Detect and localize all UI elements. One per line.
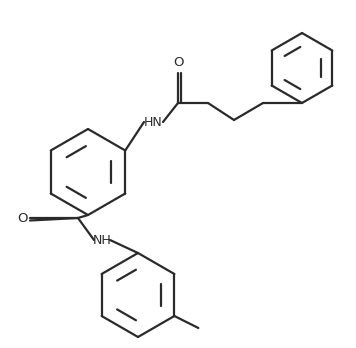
Text: O: O (17, 212, 27, 224)
Text: O: O (173, 56, 183, 70)
Text: NH: NH (93, 234, 111, 246)
Text: HN: HN (143, 116, 162, 128)
